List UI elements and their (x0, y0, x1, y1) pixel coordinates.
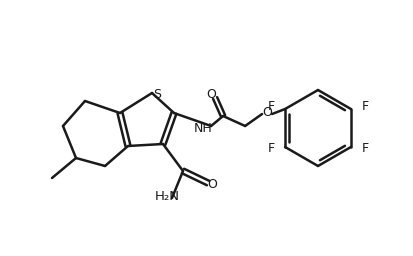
Text: H₂N: H₂N (154, 190, 179, 204)
Text: NH: NH (193, 122, 212, 134)
Text: O: O (261, 106, 271, 120)
Text: O: O (206, 177, 216, 190)
Text: O: O (206, 89, 216, 101)
Text: F: F (267, 101, 274, 113)
Text: F: F (361, 143, 368, 155)
Text: S: S (153, 89, 161, 101)
Text: F: F (361, 101, 368, 113)
Text: F: F (267, 143, 274, 155)
